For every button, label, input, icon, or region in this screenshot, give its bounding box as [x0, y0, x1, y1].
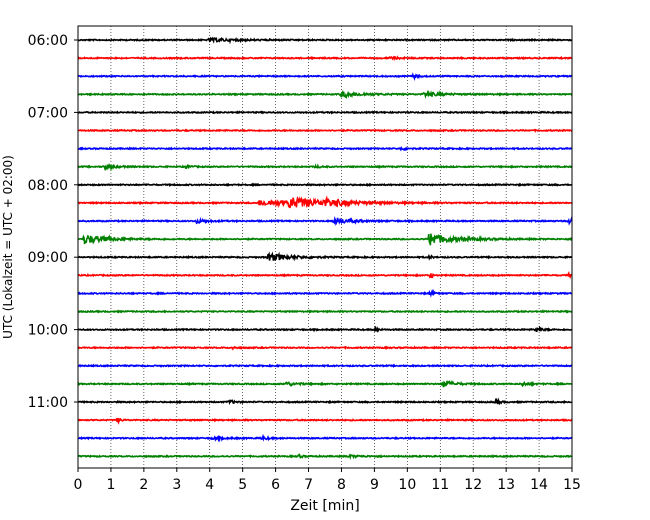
trace-line [77, 110, 573, 115]
y-axis-label: UTC (Lokalzeit = UTC + 02:00) [1, 155, 15, 339]
x-tick-label: 2 [139, 477, 148, 493]
trace-line [77, 453, 573, 461]
plot-frame [77, 25, 573, 469]
x-tick-label: 15 [563, 477, 581, 493]
x-tick-label: 4 [205, 477, 214, 493]
x-tick-label: 10 [398, 477, 416, 493]
trace-line [77, 345, 573, 351]
y-tick-label: 10:00 [28, 323, 68, 339]
trace-line [77, 417, 573, 425]
trace-line [77, 433, 573, 443]
trace-line [77, 288, 573, 298]
trace-line [77, 55, 573, 62]
trace-layer [77, 36, 573, 461]
x-tick-label: 1 [106, 477, 115, 493]
trace-line [77, 309, 573, 314]
x-axis-label: Zeit [min] [290, 498, 359, 514]
trace-line [77, 233, 573, 246]
trace-line [77, 363, 573, 369]
x-tick-label: 5 [238, 477, 247, 493]
trace-line [77, 72, 573, 82]
x-tick-label: 3 [172, 477, 181, 493]
x-tick-label: 0 [74, 477, 83, 493]
x-tick-label: 11 [431, 477, 449, 493]
x-tick-label: 8 [337, 477, 346, 493]
trace-line [77, 36, 573, 45]
y-tick-label: 07:00 [28, 105, 68, 121]
trace-line [77, 251, 573, 262]
trace-line [77, 145, 573, 152]
trace-line [77, 195, 573, 209]
trace-line [77, 270, 573, 280]
x-tick-label: 13 [497, 477, 515, 493]
trace-line [77, 89, 573, 100]
y-tick-label: 08:00 [28, 178, 68, 194]
trace-line [77, 162, 573, 172]
x-tick-label: 6 [271, 477, 280, 493]
trace-line [77, 215, 573, 227]
trace-line [77, 128, 573, 133]
trace-line [77, 397, 573, 406]
x-tick-label: 7 [304, 477, 313, 493]
plot-background [78, 26, 572, 468]
x-tick-label: 9 [370, 477, 379, 493]
trace-line [77, 379, 573, 388]
trace-line [77, 182, 573, 188]
x-tick-label: 12 [464, 477, 482, 493]
y-tick-label: 09:00 [28, 250, 68, 266]
x-axis: 0 1 2 3 4 5 6 7 8 9 10 11 12 13 14 15 [74, 468, 581, 493]
x-tick-label: 14 [530, 477, 548, 493]
y-axis: 06:00 07:00 08:00 09:00 10:00 11:00 [28, 33, 78, 411]
trace-line [77, 325, 573, 333]
y-tick-label: 06:00 [28, 33, 68, 49]
y-tick-label: 11:00 [28, 395, 68, 411]
